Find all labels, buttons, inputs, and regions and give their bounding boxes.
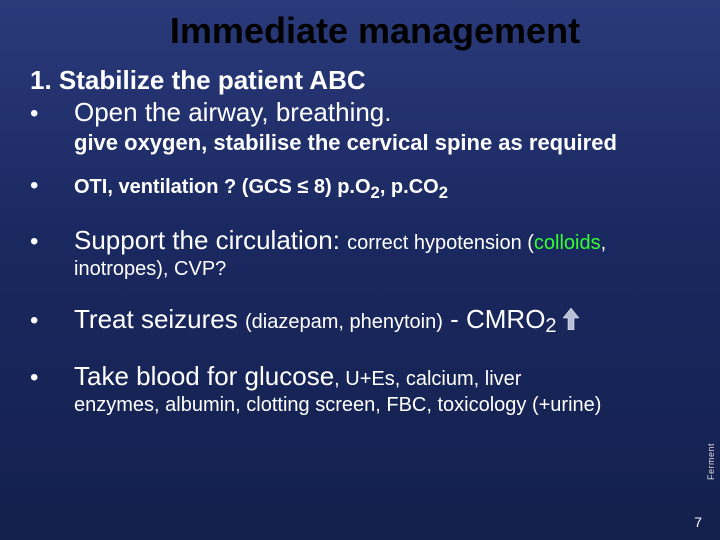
bullet-marker: • — [30, 308, 74, 334]
bullet-text: Take blood for glucose, U+Es, calcium, l… — [74, 362, 521, 392]
text-fragment: , p.CO — [380, 176, 439, 198]
bullet-text: Support the circulation: correct hypoten… — [74, 226, 606, 256]
text-fragment: OTI, ventilation ? (GCS ≤ 8) p.O — [74, 176, 371, 198]
subtext: inotropes), CVP? — [74, 258, 226, 281]
page-number: 7 — [694, 514, 702, 530]
text-fragment: Support the circulation: — [74, 225, 347, 255]
bullet-subtext: inotropes), CVP? — [30, 258, 690, 281]
text-highlight: colloids — [534, 232, 601, 254]
slide: Immediate management 1. Stabilize the pa… — [0, 0, 720, 540]
subtext: enzymes, albumin, clotting screen, FBC, … — [74, 394, 601, 417]
text-fragment: Take blood for glucose — [74, 361, 334, 391]
bullet-text: Treat seizures (diazepam, phenytoin) - C… — [74, 305, 579, 338]
text-fragment: , U+Es, calcium, liver — [334, 368, 521, 390]
text-fragment: correct hypotension ( — [347, 232, 534, 254]
text-fragment: , — [601, 232, 607, 254]
subtext: give oxygen, stabilise the cervical spin… — [74, 130, 617, 155]
text-fragment: Treat seizures — [74, 304, 245, 334]
section-heading: 1. Stabilize the patient ABC — [30, 66, 690, 96]
bullet-item: • OTI, ventilation ? (GCS ≤ 8) p.O2, p.C… — [30, 173, 690, 202]
bullet-item: • Treat seizures (diazepam, phenytoin) -… — [30, 305, 690, 338]
bullet-marker: • — [30, 229, 74, 255]
bullet-item: • Open the airway, breathing. — [30, 98, 690, 128]
bullet-marker: • — [30, 173, 74, 199]
subscript: 2 — [439, 183, 448, 202]
bullet-text: OTI, ventilation ? (GCS ≤ 8) p.O2, p.CO2 — [74, 176, 448, 202]
slide-title: Immediate management — [0, 10, 720, 52]
up-arrow-icon — [563, 308, 579, 335]
bullet-marker: • — [30, 101, 74, 127]
text-fragment: - CMRO — [443, 304, 546, 334]
bullet-subtext: enzymes, albumin, clotting screen, FBC, … — [30, 394, 690, 417]
bullet-marker: • — [30, 365, 74, 391]
subscript: 2 — [371, 183, 380, 202]
bullet-subtext: give oxygen, stabilise the cervical spin… — [30, 130, 690, 155]
side-label: Ferment — [706, 443, 716, 480]
text-fragment: (diazepam, phenytoin) — [245, 311, 443, 333]
bullet-item: • Support the circulation: correct hypot… — [30, 226, 690, 256]
bullet-text: Open the airway, breathing. — [74, 98, 391, 128]
arrow-svg — [563, 308, 579, 330]
subscript: 2 — [545, 315, 556, 337]
bullet-item: • Take blood for glucose, U+Es, calcium,… — [30, 362, 690, 392]
slide-content: 1. Stabilize the patient ABC • Open the … — [0, 66, 720, 417]
